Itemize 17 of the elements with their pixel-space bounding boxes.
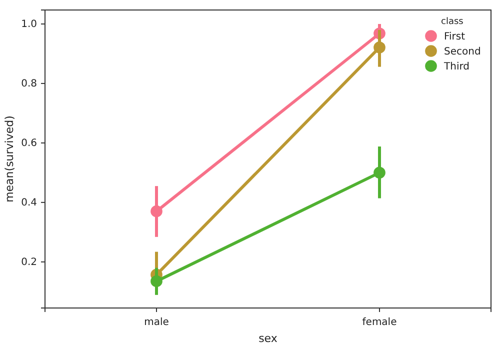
legend-title: class [441, 17, 464, 27]
point [150, 275, 162, 288]
y-tick-label: 0.4 [21, 198, 37, 209]
x-tick-label: female [362, 317, 397, 328]
y-axis-title: mean(survived) [3, 116, 16, 202]
legend-label: Second [444, 46, 481, 58]
legend-label: Third [443, 62, 470, 72]
point [374, 166, 386, 179]
x-axis-title: sex [258, 332, 278, 345]
y-tick-label: 0.2 [21, 257, 37, 268]
y-tick-label: 0.8 [21, 78, 37, 90]
x-tick-label: male [144, 317, 169, 328]
y-tick-label: 0.6 [21, 138, 37, 150]
point [150, 205, 162, 218]
point [374, 42, 386, 54]
legend-label: First [444, 32, 466, 42]
y-tick-label: 1.0 [21, 19, 37, 30]
